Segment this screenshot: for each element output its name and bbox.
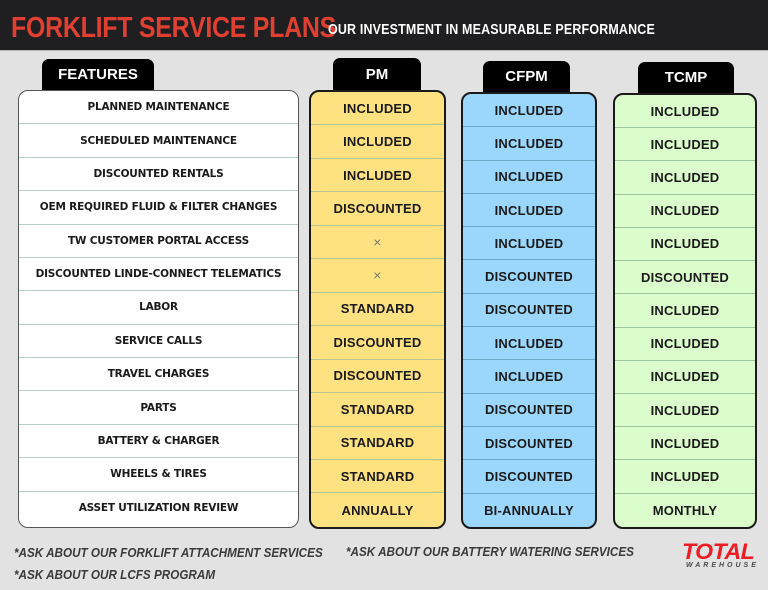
features-header-tab: FEATURES bbox=[42, 59, 154, 91]
plan-cell: INCLUDED bbox=[615, 95, 755, 129]
features-header-label: FEATURES bbox=[58, 66, 138, 83]
plan-cell: INCLUDED bbox=[463, 360, 595, 394]
plan-cell: INCLUDED bbox=[463, 194, 595, 228]
feature-row: SCHEDULED MAINTENANCE bbox=[19, 124, 298, 158]
feature-row: TRAVEL CHARGES bbox=[19, 358, 298, 392]
plan-cell: INCLUDED bbox=[615, 328, 755, 361]
plan-cell: DISCOUNTED bbox=[615, 261, 755, 295]
page-title: FORKLIFT SERVICE PLANS bbox=[11, 12, 337, 44]
plan-cell: INCLUDED bbox=[463, 94, 595, 128]
footer-note-attachments: *ASK ABOUT OUR FORKLIFT ATTACHMENT SERVI… bbox=[14, 545, 323, 560]
plan-cell: INCLUDED bbox=[463, 127, 595, 161]
plan-cell: MONTHLY bbox=[652, 502, 718, 518]
plan-cell: ANNUALLY bbox=[341, 502, 414, 518]
feature-row: LABOR bbox=[19, 291, 298, 325]
feature-row: PARTS bbox=[19, 391, 298, 425]
plan-cell: INCLUDED bbox=[311, 92, 444, 126]
feature-row: PLANNED MAINTENANCE bbox=[19, 91, 298, 125]
plan-cell: INCLUDED bbox=[615, 361, 755, 394]
feature-row: WHEELS & TIRES bbox=[19, 458, 298, 492]
page-subtitle: OUR INVESTMENT IN MEASURABLE PERFORMANCE bbox=[328, 22, 655, 38]
plan-header-label: PM bbox=[365, 66, 389, 83]
footer-note-battery-watering: *ASK ABOUT OUR BATTERY WATERING SERVICES bbox=[346, 544, 634, 559]
plan-cell: INCLUDED bbox=[615, 195, 755, 228]
plan-cell: INCLUDED bbox=[615, 128, 755, 162]
logo-sub-text: WAREHOUSE bbox=[686, 562, 759, 569]
plan-cell: DISCOUNTED bbox=[311, 192, 444, 226]
plan-cell: DISCOUNTED bbox=[463, 394, 595, 427]
feature-row: OEM REQUIRED FLUID & FILTER CHANGES bbox=[19, 191, 298, 225]
logo-main-text: TOTAL bbox=[682, 539, 755, 564]
plan-column-pm: INCLUDED INCLUDED INCLUDED DISCOUNTED × × STAN… bbox=[309, 90, 446, 529]
plan-cell: DISCOUNTED bbox=[311, 360, 444, 394]
plan-cell: INCLUDED bbox=[311, 159, 444, 193]
not-included-icon: × bbox=[311, 226, 444, 260]
plan-cell: STANDARD bbox=[311, 293, 444, 327]
plan-cell: BI-ANNUALLY bbox=[484, 502, 574, 518]
plan-cell: DISCOUNTED bbox=[463, 294, 595, 328]
plan-header-tab-pm: PM bbox=[333, 58, 421, 91]
total-warehouse-logo: TOTAL WAREHOUSE bbox=[682, 541, 760, 570]
plan-header-tab-tcmp: TCMP bbox=[638, 62, 734, 94]
plan-header-label: TCMP bbox=[664, 69, 708, 86]
feature-row: TW CUSTOMER PORTAL ACCESS bbox=[19, 225, 298, 258]
header-banner: FORKLIFT SERVICE PLANS OUR INVESTMENT IN… bbox=[0, 0, 768, 51]
plan-cell: INCLUDED bbox=[615, 427, 755, 461]
plan-cell: INCLUDED bbox=[311, 125, 444, 159]
plan-cell: DISCOUNTED bbox=[463, 460, 595, 494]
plan-cell: DISCOUNTED bbox=[311, 326, 444, 360]
plan-cell: DISCOUNTED bbox=[463, 260, 595, 294]
plan-cell: INCLUDED bbox=[615, 228, 755, 262]
plan-cell: INCLUDED bbox=[463, 327, 595, 361]
footer-note-lcfs: *ASK ABOUT OUR LCFS PROGRAM bbox=[14, 567, 216, 582]
plan-cell: INCLUDED bbox=[463, 227, 595, 261]
plan-cell: STANDARD bbox=[311, 460, 444, 494]
feature-row: BATTERY & CHARGER bbox=[19, 425, 298, 459]
plan-cell: INCLUDED bbox=[615, 294, 755, 328]
plan-cell: STANDARD bbox=[311, 393, 444, 427]
plan-cell: DISCOUNTED bbox=[463, 427, 595, 461]
plan-cell: INCLUDED bbox=[615, 394, 755, 428]
feature-row: DISCOUNTED RENTALS bbox=[19, 158, 298, 192]
plan-cell: INCLUDED bbox=[615, 460, 755, 494]
plan-header-tab-cfpm: CFPM bbox=[483, 61, 570, 93]
plan-header-label: CFPM bbox=[505, 68, 548, 85]
not-included-icon: × bbox=[311, 259, 444, 293]
features-column: PLANNED MAINTENANCE SCHEDULED MAINTENANCE… bbox=[18, 90, 299, 528]
plan-cell: INCLUDED bbox=[463, 161, 595, 194]
feature-row: SERVICE CALLS bbox=[19, 325, 298, 358]
plan-cell: INCLUDED bbox=[615, 161, 755, 195]
plan-column-cfpm: INCLUDED INCLUDED INCLUDED INCLUDED INCLUDED… bbox=[461, 92, 597, 529]
feature-row: DISCOUNTED LINDE-CONNECT TELEMATICS bbox=[19, 258, 298, 292]
plan-cell: STANDARD bbox=[311, 427, 444, 460]
feature-row: ASSET UTILIZATION REVIEW bbox=[78, 502, 239, 515]
plan-column-tcmp: INCLUDED INCLUDED INCLUDED INCLUDED INCLUDED… bbox=[613, 93, 757, 529]
